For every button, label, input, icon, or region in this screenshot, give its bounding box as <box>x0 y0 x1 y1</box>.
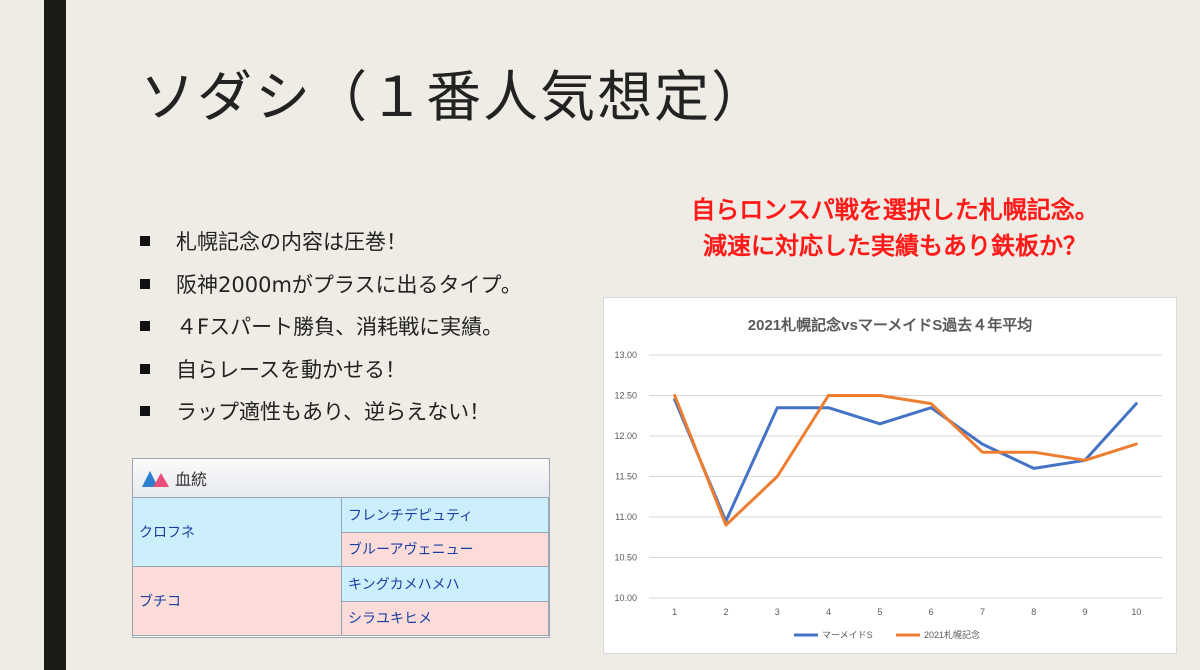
headline: 自らロンスパ戦を選択した札幌記念。 減速に対応した実績もあり鉄板か？ <box>620 192 1170 264</box>
x-tick-label: 2 <box>723 607 728 617</box>
sire-dam-cell[interactable]: ブルーアヴェニュー <box>342 532 549 567</box>
x-tick-label: 8 <box>1031 607 1036 617</box>
y-tick-label: 11.50 <box>615 472 637 482</box>
pedigree-header: 血統 <box>133 459 549 498</box>
square-bullet-icon <box>140 236 150 247</box>
headline-line-2: 減速に対応した実績もあり鉄板か？ <box>703 232 1087 260</box>
bullet-text: 自らレースを動かせる！ <box>176 357 406 382</box>
square-bullet-icon <box>140 406 150 417</box>
x-tick-label: 10 <box>1131 607 1141 617</box>
x-tick-label: 4 <box>826 607 831 617</box>
pedigree-table: 血統 クロフネ フレンチデピュティ ブルーアヴェニュー ブチコ キングカメハメハ… <box>132 458 550 638</box>
y-tick-label: 11.00 <box>615 512 637 522</box>
y-tick-label: 10.00 <box>614 593 637 603</box>
bullet-item: 阪神2000mがプラスに出るタイプ。 <box>140 263 522 306</box>
lap-chart: 2021札幌記念vsマーメイドS過去４年平均 13.00 12.50 12.00 11… <box>603 297 1177 654</box>
square-bullet-icon <box>140 321 150 332</box>
headline-line-1: 自らロンスパ戦を選択した札幌記念。 <box>691 196 1099 224</box>
y-tick-label: 12.50 <box>614 391 637 401</box>
pedigree-grid: クロフネ フレンチデピュティ ブルーアヴェニュー ブチコ キングカメハメハ シラ… <box>133 498 549 636</box>
legend-label: マーメイドS <box>822 630 873 640</box>
legend-label: 2021札幌記念 <box>924 629 980 640</box>
x-tick-label: 3 <box>775 607 780 617</box>
bullet-text: 阪神2000mがプラスに出るタイプ。 <box>176 272 522 297</box>
bullet-text: ラップ適性もあり、逆らえない！ <box>176 400 491 425</box>
bullet-text: ４Fスパート勝負、消耗戦に実績。 <box>176 315 504 340</box>
x-tick-label: 6 <box>929 607 934 617</box>
series-line <box>673 394 1138 527</box>
x-tick-label: 1 <box>672 607 677 617</box>
bullet-item: ４Fスパート勝負、消耗戦に実績。 <box>140 305 522 348</box>
sire-sire-cell[interactable]: フレンチデピュティ <box>342 498 549 533</box>
pedigree-header-label: 血統 <box>175 470 208 489</box>
slide-title: ソダシ（１番人気想定） <box>140 65 769 129</box>
square-bullet-icon <box>140 278 150 289</box>
bullet-item: 札幌記念の内容は圧巻！ <box>140 220 522 263</box>
x-tick-label: 9 <box>1083 607 1088 617</box>
x-tick-label: 7 <box>980 607 985 617</box>
bullet-item: 自らレースを動かせる！ <box>140 348 522 391</box>
series-line <box>673 398 1138 523</box>
slide-side-bar <box>44 0 66 670</box>
y-tick-label: 12.00 <box>614 431 637 441</box>
x-tick-label: 5 <box>877 607 882 617</box>
bullet-item: ラップ適性もあり、逆らえない！ <box>140 390 522 433</box>
square-bullet-icon <box>140 363 150 374</box>
chart-title: 2021札幌記念vsマーメイドS過去４年平均 <box>748 316 1032 334</box>
y-tick-label: 10.50 <box>614 553 637 563</box>
dam-cell[interactable]: ブチコ <box>133 567 342 636</box>
bullet-text: 札幌記念の内容は圧巻！ <box>176 230 407 255</box>
dam-sire-cell[interactable]: キングカメハメハ <box>342 567 549 602</box>
lap-chart-svg: 2021札幌記念vsマーメイドS過去４年平均 13.0012.5012.0011… <box>614 316 1162 640</box>
y-tick-label: 13.00 <box>614 350 637 360</box>
dam-dam-cell[interactable]: シラユキヒメ <box>342 601 549 636</box>
bullet-list: 札幌記念の内容は圧巻！ 阪神2000mがプラスに出るタイプ。 ４Fスパート勝負、… <box>140 220 522 433</box>
bloodline-logo-icon <box>142 471 169 487</box>
sire-cell[interactable]: クロフネ <box>133 498 342 567</box>
